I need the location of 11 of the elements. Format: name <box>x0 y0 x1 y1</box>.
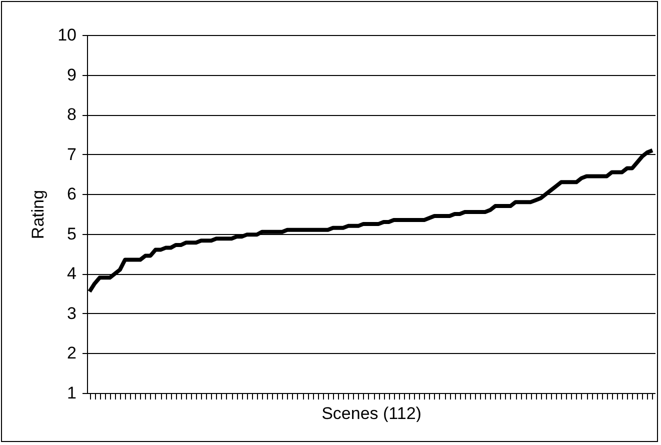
y-tick-label: 6 <box>67 184 76 204</box>
y-tick-label: 8 <box>67 105 76 124</box>
y-axis-title: Rating <box>28 190 48 240</box>
y-tick-label: 3 <box>67 304 76 323</box>
y-tick-label: 7 <box>67 144 76 164</box>
y-tick-label: 4 <box>67 264 76 284</box>
y-tick-label: 10 <box>58 26 76 44</box>
y-tick-label: 9 <box>67 65 76 84</box>
y-tick-label: 1 <box>67 384 76 402</box>
y-tick-label: 2 <box>67 344 76 363</box>
y-tick-label: 5 <box>67 224 76 244</box>
